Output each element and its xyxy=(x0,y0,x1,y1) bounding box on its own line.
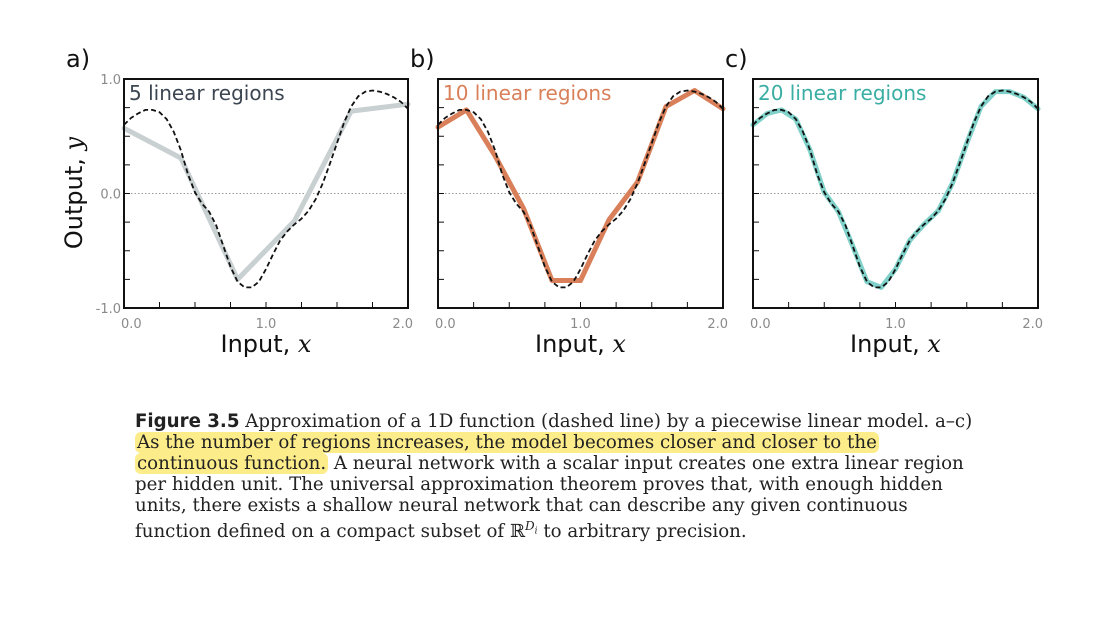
true-function-line xyxy=(437,89,724,289)
panel-label: c) xyxy=(725,45,748,73)
figure-caption: Figure 3.5 Approximation of a 1D functio… xyxy=(135,411,977,542)
x-tick-label: 0.0 xyxy=(435,317,456,332)
x-axis-label: Input, x xyxy=(535,330,626,358)
x-tick-label: 2.0 xyxy=(707,317,728,332)
caption-text-3: to arbitrary precision. xyxy=(537,521,747,543)
x-tick-label: 1.0 xyxy=(570,317,591,332)
x-tick-label: 0.0 xyxy=(750,317,771,332)
model-line xyxy=(750,89,1041,290)
true-function-line xyxy=(752,89,1039,289)
y-tick-label: 0.0 xyxy=(100,188,121,203)
caption-text-2: A neural network with a scalar input cre… xyxy=(135,453,964,543)
figure-3-5: Output, y 5 linear regionsa)1.00.0-1.00.… xyxy=(60,45,1043,358)
true-function-line xyxy=(123,89,409,289)
panel-title: 20 linear regions xyxy=(758,81,926,105)
caption-math-exponent: Di xyxy=(525,519,538,537)
chart-panel-3: 20 linear regions c) 0.0 1.0 2.0 Input, x xyxy=(725,45,1043,358)
y-axis-label: Output, y xyxy=(60,136,88,249)
x-tick-label: 2.0 xyxy=(392,317,413,332)
y-tick-label: -1.0 xyxy=(96,302,121,317)
caption-math-r: ℝ xyxy=(509,521,526,543)
x-tick-label: 0.0 xyxy=(121,317,142,332)
x-axis-label: Input, x xyxy=(850,330,941,358)
panel-title: 5 linear regions xyxy=(129,81,285,105)
panel-title: 10 linear regions xyxy=(443,81,611,105)
x-tick-label: 1.0 xyxy=(256,317,277,332)
model-line xyxy=(121,101,411,282)
model-line xyxy=(435,88,726,283)
y-tick-label: 1.0 xyxy=(100,73,121,88)
caption-lead: Figure 3.5 xyxy=(135,411,240,432)
x-tick-label: 2.0 xyxy=(1022,317,1043,332)
panel-label: a) xyxy=(66,45,90,73)
x-axis-label: Input, x xyxy=(221,330,312,358)
chart-panel-2: 10 linear regions b) 0.0 1.0 2.0 Input, x xyxy=(410,45,728,358)
caption-text-1: Approximation of a 1D function (dashed l… xyxy=(239,411,973,432)
panel-label: b) xyxy=(410,45,435,73)
x-tick-label: 1.0 xyxy=(885,317,906,332)
